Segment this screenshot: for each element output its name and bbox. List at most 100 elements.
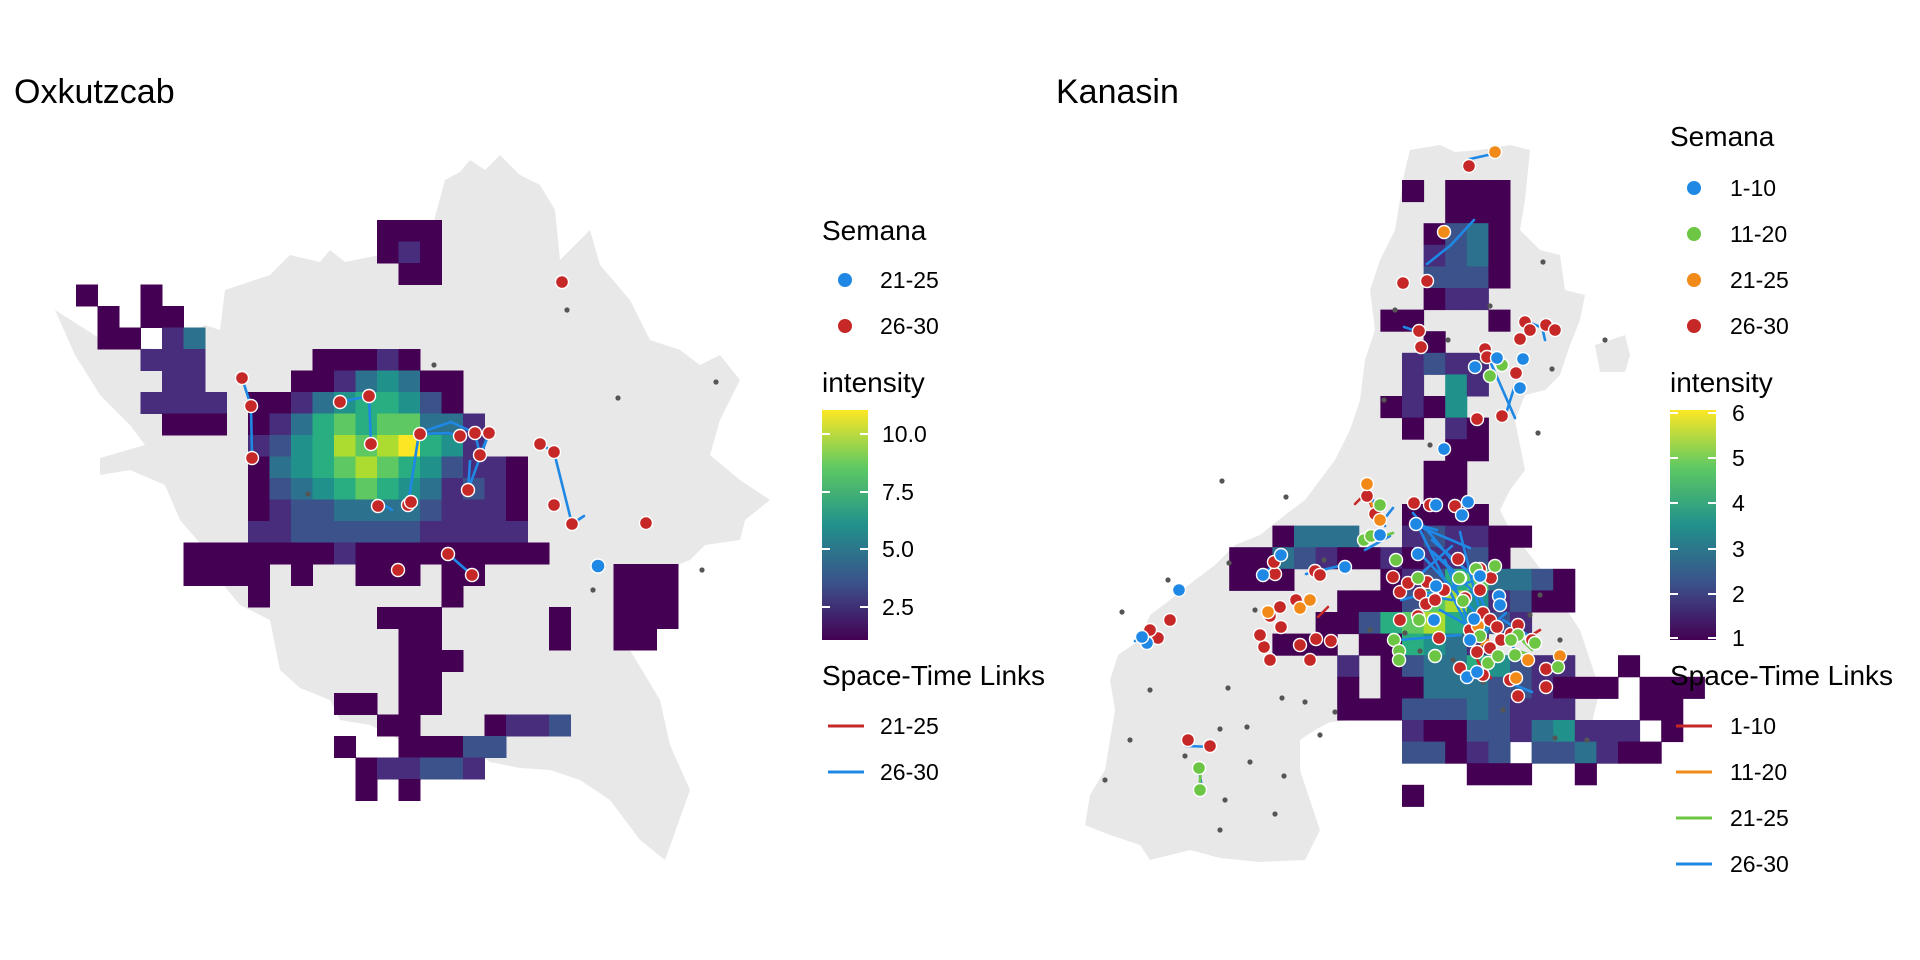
link-line: [1424, 525, 1439, 532]
intensity-tick-label: 4: [1732, 490, 1745, 516]
case-point: [1469, 644, 1485, 660]
density-cell: [183, 413, 206, 436]
density-cell: [1639, 698, 1662, 721]
case-point: [1461, 158, 1477, 174]
background-point: [1165, 577, 1171, 583]
legend-semana-swatch: [1687, 181, 1701, 195]
case-point: [1372, 512, 1388, 528]
density-cell: [441, 499, 464, 522]
density-cell: [398, 736, 421, 758]
case-point: [464, 567, 480, 583]
density-cell: [506, 714, 528, 737]
density-grid: [76, 220, 679, 801]
density-cell: [269, 542, 292, 565]
background-point: [1283, 494, 1289, 500]
case-point: [1482, 368, 1498, 384]
case-point: [1267, 566, 1283, 582]
density-cell: [312, 435, 335, 457]
density-cell: [441, 478, 464, 500]
density-cell: [1488, 525, 1511, 548]
background-point: [1527, 612, 1533, 618]
legend-semana-swatch: [1687, 319, 1701, 333]
boundary-fragment: [1595, 335, 1630, 372]
legend-links-title: Space-Time Links: [1670, 660, 1893, 691]
density-cell: [76, 284, 98, 307]
background-point: [1332, 709, 1338, 715]
density-cell: [1488, 309, 1511, 332]
case-point: [1272, 599, 1288, 615]
intensity-colorbar: [1670, 410, 1716, 640]
legend-link-label: 11-20: [1730, 759, 1787, 785]
background-points: [1102, 259, 1608, 833]
density-cell: [355, 779, 378, 801]
background-point: [1540, 259, 1546, 265]
case-point: [1262, 652, 1278, 668]
intensity-colorbar: [822, 410, 868, 640]
density-cell: [162, 349, 184, 371]
density-cell: [1445, 352, 1468, 375]
background-point: [564, 307, 570, 313]
density-cell: [1553, 720, 1576, 743]
density-cell: [312, 521, 335, 543]
density-cell: [291, 392, 313, 414]
case-point: [1392, 612, 1408, 628]
density-cell: [635, 607, 657, 629]
intensity-tick-label: 7.5: [882, 479, 914, 505]
background-point: [1225, 685, 1231, 691]
density-cell: [1466, 288, 1489, 311]
case-point: [390, 562, 406, 578]
density-cell: [1272, 525, 1295, 548]
case-point: [1171, 582, 1187, 598]
density-cell: [398, 370, 421, 393]
density-cell: [248, 542, 270, 565]
density-cell: [1445, 439, 1468, 462]
density-cell: [420, 521, 442, 543]
density-cell: [1553, 676, 1576, 699]
case-point: [1273, 619, 1289, 635]
legend-kanasin: Semana 1-10 11-20 21-25 26-30 intensity …: [1670, 121, 1893, 877]
density-cell: [398, 607, 421, 629]
density-cell: [269, 499, 292, 522]
density-cell: [506, 499, 528, 522]
density-cell: [1423, 698, 1446, 721]
density-cell: [1596, 676, 1619, 699]
density-cell: [463, 736, 485, 758]
density-cell: [334, 499, 356, 522]
municipality-boundary: [1085, 145, 1600, 862]
density-cell: [1510, 720, 1533, 743]
density-cell: [1531, 720, 1554, 743]
panel-kanasin: Kanasin Semana 1-10 11-20 21-25 26-30 in…: [1056, 73, 1893, 877]
case-point: [1192, 782, 1208, 798]
case-point: [1508, 670, 1524, 686]
density-cell: [1445, 223, 1468, 246]
density-cell: [140, 284, 163, 307]
density-cell: [1445, 720, 1468, 743]
case-point: [1503, 632, 1519, 648]
density-cell: [334, 435, 356, 457]
density-cell: [269, 456, 292, 479]
density-cell: [291, 542, 313, 565]
density-cell: [291, 499, 313, 522]
case-point: [1323, 633, 1339, 649]
density-cell: [613, 585, 636, 608]
density-cell: [1294, 525, 1317, 548]
density-cell: [248, 521, 270, 543]
density-cell: [355, 564, 378, 586]
density-cell: [226, 542, 249, 565]
legend-link-label: 26-30: [1730, 851, 1789, 877]
case-point: [440, 546, 456, 562]
density-cell: [377, 413, 399, 436]
density-cell: [420, 241, 442, 264]
density-cell: [1402, 698, 1425, 721]
case-points: [234, 274, 654, 583]
case-point: [1134, 629, 1150, 645]
density-cell: [398, 220, 421, 242]
density-cell: [334, 693, 356, 715]
density-grid: [1229, 180, 1705, 807]
density-cell: [1618, 720, 1641, 743]
density-cell: [484, 499, 507, 522]
density-cell: [334, 370, 356, 393]
density-cell: [377, 521, 399, 543]
density-cell: [420, 607, 442, 629]
density-cell: [1337, 655, 1360, 678]
